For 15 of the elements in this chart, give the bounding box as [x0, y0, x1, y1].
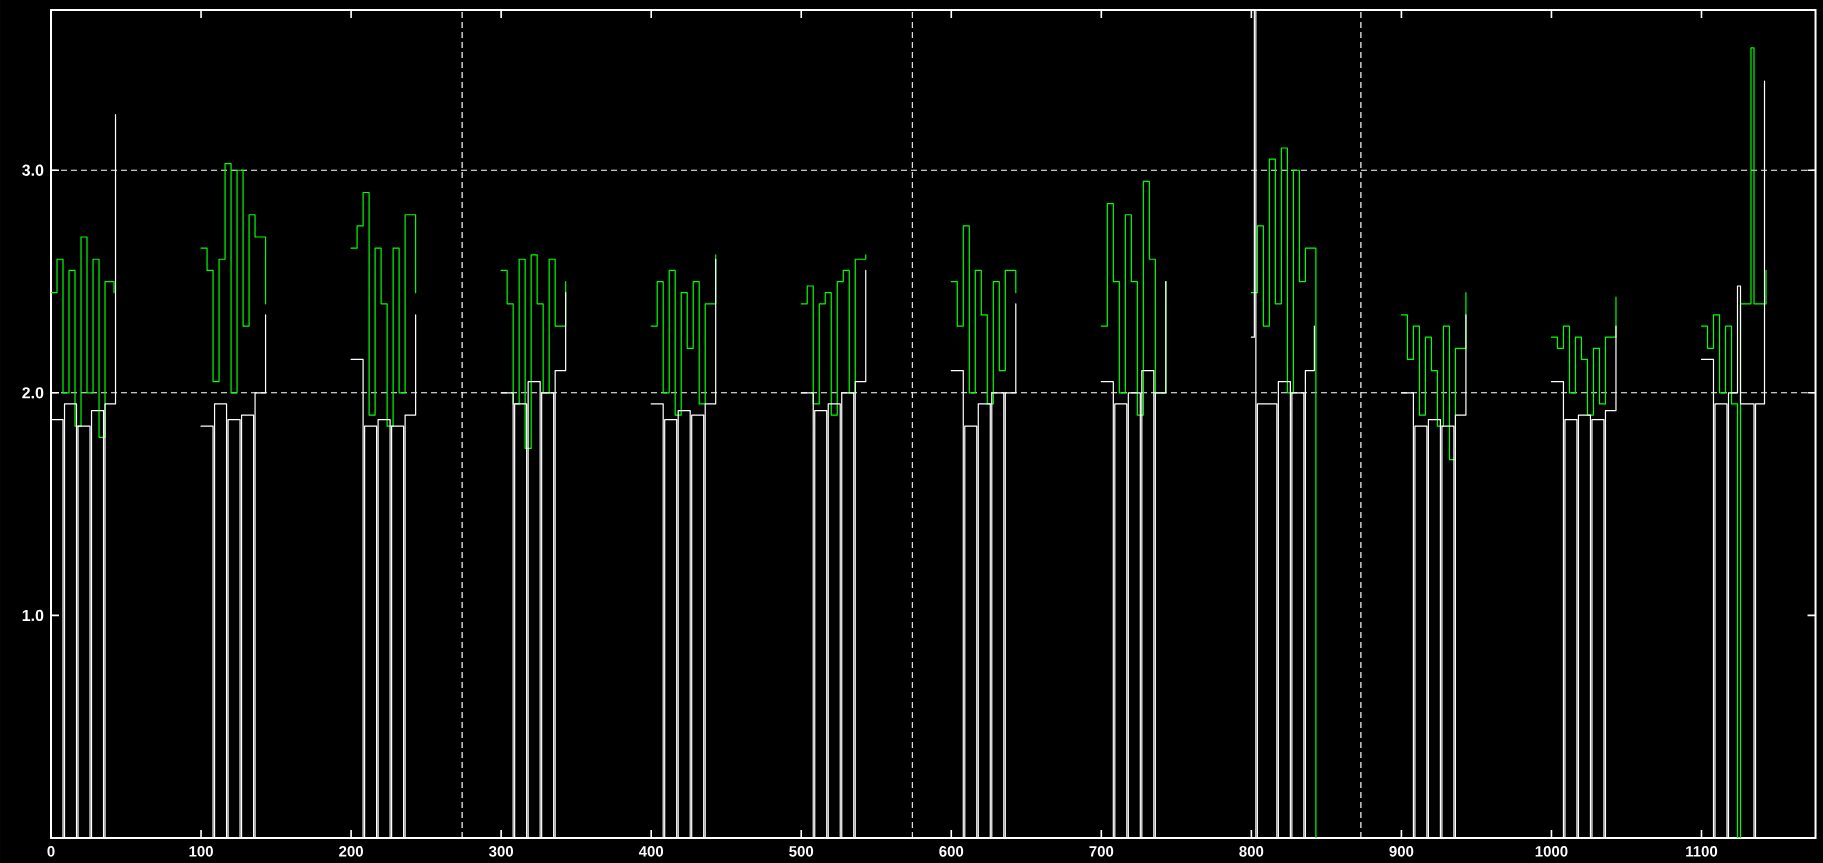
x-tick-label: 1000: [1535, 845, 1568, 857]
x-tick-label: 300: [488, 845, 514, 857]
x-tick-label: 900: [1389, 845, 1414, 857]
x-tick-label: 600: [939, 845, 964, 857]
x-tick-label: 400: [638, 845, 664, 857]
x-tick-label: 700: [1089, 845, 1114, 857]
x-tick-label: 0: [47, 845, 55, 857]
x-tick-label: 1100: [1686, 845, 1718, 857]
x-tick-label: 200: [339, 845, 363, 857]
x-tick-label: 100: [189, 845, 213, 857]
y-tick-label: 2.0: [22, 386, 44, 399]
x-tick-label: 500: [789, 845, 814, 857]
y-tick-label: 1.0: [22, 609, 44, 621]
y-tick-label: 3.0: [22, 164, 44, 176]
x-tick-label: 800: [1239, 845, 1264, 857]
